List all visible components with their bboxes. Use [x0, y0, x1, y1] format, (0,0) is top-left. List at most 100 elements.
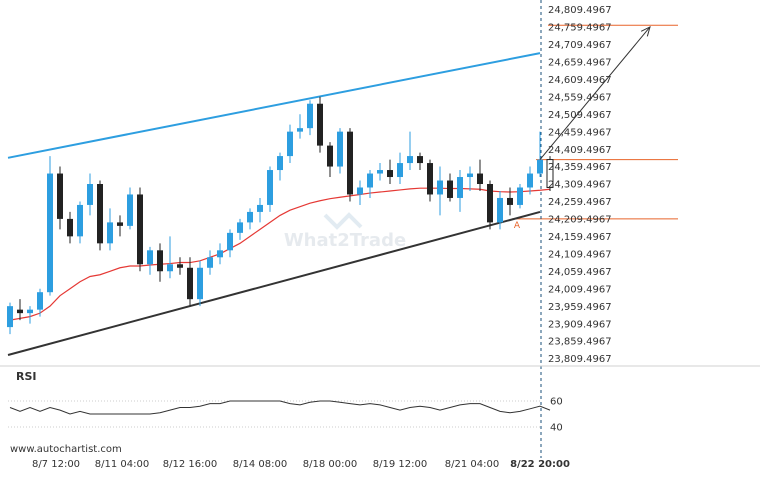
candle-body — [427, 163, 433, 195]
candle-body — [47, 173, 53, 293]
projection-line — [539, 26, 651, 160]
candle — [357, 180, 363, 205]
candle-body — [347, 131, 353, 195]
candle — [447, 173, 453, 202]
candle — [247, 208, 253, 230]
candle-body — [17, 309, 23, 314]
candle — [187, 257, 193, 307]
candle-body — [537, 159, 543, 174]
candle — [437, 166, 443, 216]
candle — [457, 170, 463, 212]
candle-body — [87, 184, 93, 205]
candle-body — [477, 173, 483, 184]
moving-average-line — [9, 187, 551, 321]
candle-body — [277, 156, 283, 171]
y-tick-label: 24,509.4967 — [548, 110, 612, 121]
y-tick-label: 24,159.4967 — [548, 232, 612, 243]
candle — [287, 124, 293, 164]
watermark: What2Trade — [284, 212, 406, 251]
candle — [97, 180, 103, 251]
candle — [467, 166, 473, 191]
candle-body — [7, 306, 13, 328]
candle — [87, 173, 93, 216]
candle — [327, 142, 333, 178]
candle — [27, 306, 33, 324]
rsi-level-label: 40 — [550, 423, 563, 434]
candle-body — [497, 197, 503, 223]
candle-body — [57, 173, 63, 219]
candle-body — [517, 187, 523, 205]
candle-body — [77, 204, 83, 237]
candle-body — [357, 187, 363, 195]
candle — [507, 187, 513, 216]
y-tick-label: 24,309.4967 — [548, 180, 612, 191]
candle-body — [237, 222, 243, 233]
y-tick-label: 24,409.4967 — [548, 145, 612, 156]
candle-body — [187, 267, 193, 300]
y-tick-label: 24,259.4967 — [548, 197, 612, 208]
y-tick-label: 24,109.4967 — [548, 249, 612, 260]
candle-body — [97, 184, 103, 244]
candle — [267, 166, 273, 212]
candle — [177, 257, 183, 275]
candle — [337, 128, 343, 174]
candle-body — [207, 257, 213, 268]
channel — [7, 52, 541, 356]
rsi-line — [9, 400, 551, 415]
candle — [207, 250, 213, 275]
y-tick-label: 23,809.4967 — [548, 354, 612, 365]
watermark-text: What2Trade — [284, 230, 406, 251]
candle — [167, 236, 173, 279]
candle — [277, 152, 283, 181]
support-marker-label: A — [514, 221, 521, 231]
candle — [107, 208, 113, 251]
candle-body — [317, 103, 323, 146]
y-tick-label: 24,209.4967 — [548, 215, 612, 226]
candle — [137, 187, 143, 272]
candle-body — [397, 163, 403, 178]
candle — [7, 302, 13, 335]
channel-lower-line — [7, 210, 541, 356]
candle — [197, 260, 203, 307]
candle — [117, 215, 123, 237]
candle — [347, 128, 353, 202]
candle-body — [527, 173, 533, 188]
candle-body — [107, 222, 113, 244]
candle-body — [227, 232, 233, 251]
candle-body — [127, 194, 133, 226]
candle — [237, 218, 243, 240]
candle-body — [287, 131, 293, 157]
candle-body — [137, 194, 143, 265]
candle-body — [387, 170, 393, 178]
candle-body — [457, 177, 463, 198]
candle-body — [247, 211, 253, 223]
y-tick-label: 24,009.4967 — [548, 284, 612, 295]
candle-body — [507, 197, 513, 205]
candle-body — [117, 222, 123, 226]
x-tick-label: 8/14 08:00 — [233, 459, 287, 470]
candles — [7, 96, 554, 335]
channel-upper-line — [7, 52, 541, 159]
candle-body — [167, 264, 173, 272]
candle-body — [157, 250, 163, 272]
candle-body — [177, 264, 183, 268]
candle-body — [447, 180, 453, 198]
candle — [67, 211, 73, 244]
rsi-label: RSI — [16, 370, 37, 383]
footer-url: www.autochartist.com — [10, 444, 122, 455]
candle — [297, 114, 303, 139]
candle — [397, 152, 403, 184]
candle — [257, 197, 263, 223]
y-tick-label: 23,909.4967 — [548, 319, 612, 330]
candle — [157, 243, 163, 282]
candle — [537, 131, 543, 178]
y-tick-label: 23,859.4967 — [548, 337, 612, 348]
candle — [307, 100, 313, 136]
candle — [47, 156, 53, 296]
candle — [227, 229, 233, 258]
candle-body — [407, 156, 413, 164]
candle — [147, 246, 153, 275]
candle-body — [37, 292, 43, 310]
